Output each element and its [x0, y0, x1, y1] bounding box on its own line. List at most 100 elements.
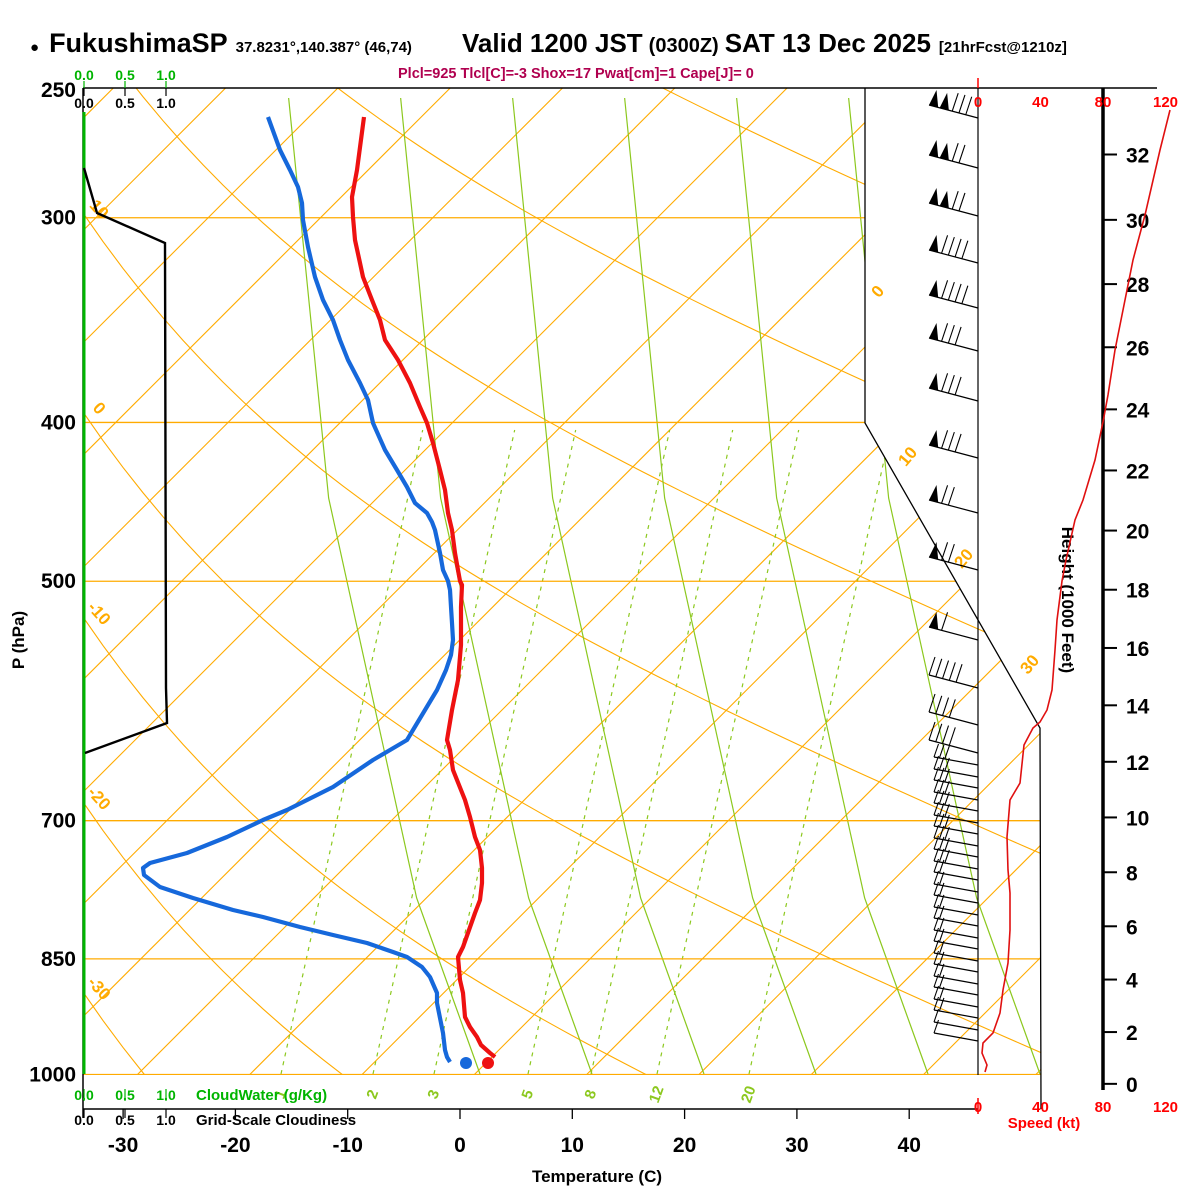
- barb-staff: [933, 917, 979, 927]
- barb-feather: [938, 894, 945, 909]
- wind-barb: [933, 881, 979, 904]
- barb-feather: [955, 664, 963, 683]
- height-tick-label: 8: [1126, 862, 1138, 885]
- wind-barb: [928, 90, 979, 119]
- wind-barb: [928, 430, 979, 459]
- height-tick-label: 18: [1126, 580, 1150, 603]
- barb-feather: [954, 238, 962, 258]
- barb-feather: [958, 144, 966, 164]
- barb-feather: [933, 973, 940, 988]
- cloudiness-scale-label-top: 1.0: [156, 95, 176, 111]
- moist-adiabat-line: [624, 97, 817, 1075]
- barb-staff: [933, 894, 979, 904]
- barb-feather: [933, 789, 940, 804]
- barb-feather: [933, 755, 940, 770]
- barb-feather: [933, 927, 940, 942]
- dry-adiabat-line: [83, 616, 1041, 1075]
- barb-staff: [933, 791, 979, 801]
- dry-adiabat-line: [83, 1185, 1083, 1200]
- dry-adiabat-line: [83, 88, 1041, 676]
- mixing-ratio-label: 20: [738, 1084, 760, 1105]
- barb-feather: [938, 871, 945, 886]
- pressure-tick-label: 400: [41, 411, 76, 434]
- isotherm-line: [361, 88, 1041, 1075]
- barb-pennant: [929, 140, 939, 158]
- barb-staff: [933, 837, 979, 847]
- height-tick-label: 20: [1126, 521, 1149, 544]
- temp-tick-label: 40: [898, 1134, 921, 1157]
- barb-feather: [933, 824, 940, 839]
- barb-feather: [933, 858, 940, 873]
- mixing-ratio-label: 3: [424, 1088, 443, 1102]
- pressure-tick-label: 300: [41, 207, 76, 230]
- speed-tick-label-bottom: 120: [1153, 1099, 1178, 1116]
- wind-barb: [933, 824, 979, 847]
- barb-pennant: [929, 373, 939, 391]
- barb-staff: [928, 739, 979, 754]
- barb-feather: [944, 803, 950, 818]
- barb-feather: [933, 904, 940, 919]
- isotherm-line: [585, 88, 1041, 1075]
- isotherm-line: [83, 88, 679, 1075]
- barb-feather: [928, 656, 936, 676]
- moist-adiabat-line: [512, 97, 705, 1075]
- barb-feather: [935, 723, 943, 742]
- barb-staff: [933, 860, 979, 870]
- surface-dewpoint-dot: [460, 1057, 472, 1069]
- barb-feather: [933, 939, 940, 954]
- barb-feather: [944, 780, 950, 795]
- isotherm-line: [83, 88, 342, 1075]
- valid-time-title: Valid 1200 JST (0300Z) SAT 13 Dec 2025 […: [462, 28, 1067, 59]
- height-axis-title: Height (1000 Feet): [1058, 527, 1077, 673]
- moist-adiabat-line: [736, 97, 929, 1075]
- barb-staff: [928, 674, 979, 689]
- barb-feather: [933, 916, 940, 931]
- isotherm-line: [83, 88, 791, 1075]
- barb-feather: [961, 285, 969, 304]
- barb-staff: [933, 952, 979, 962]
- barb-feather: [928, 693, 936, 713]
- barb-staff: [933, 756, 979, 766]
- speed-tick-label-top: 0: [974, 94, 982, 111]
- barb-feather: [933, 847, 940, 862]
- height-tick-label: 12: [1126, 752, 1149, 775]
- barb-feather: [941, 485, 949, 504]
- barb-staff: [933, 848, 979, 858]
- cloudiness-scale-label-top: 0.0: [74, 95, 94, 111]
- barb-feather: [942, 725, 950, 744]
- mixing-ratio-label: 8: [581, 1088, 600, 1102]
- barb-feather: [944, 849, 950, 864]
- height-tick-label: 28: [1126, 274, 1150, 297]
- wind-barb: [933, 904, 979, 927]
- barb-staff: [933, 998, 979, 1008]
- cloudiness-axis-title: Grid-Scale Cloudiness: [196, 1112, 356, 1129]
- barb-feather: [935, 658, 943, 677]
- barb-feather: [944, 768, 950, 783]
- height-tick-label: 24: [1126, 399, 1150, 422]
- barb-staff: [933, 986, 979, 996]
- speed-tick-label-top: 80: [1095, 94, 1112, 111]
- temp-tick-label: 10: [561, 1134, 584, 1157]
- barb-feather: [938, 963, 945, 978]
- cloudwater-scale-label-top: 0.0: [74, 67, 94, 83]
- barb-staff: [933, 1021, 979, 1031]
- barb-staff: [933, 940, 979, 950]
- barb-staff: [928, 499, 979, 514]
- height-tick-label: 22: [1126, 460, 1149, 483]
- pressure-tick-label: 500: [41, 570, 76, 593]
- wind-barb: [933, 835, 979, 858]
- barb-feather: [933, 870, 940, 885]
- mixing-ratio-line: [590, 429, 734, 1075]
- pressure-tick-label: 1000: [29, 1063, 76, 1086]
- wind-barb: [933, 755, 979, 778]
- dewpoint-curve: [140, 116, 456, 1064]
- barb-feather: [933, 881, 940, 896]
- barb-staff: [933, 814, 979, 824]
- barb-feather: [938, 767, 945, 782]
- isotherm-line: [810, 88, 1041, 1075]
- barb-feather: [941, 542, 949, 561]
- height-tick-label: 30: [1126, 210, 1149, 233]
- barb-feather: [941, 373, 949, 392]
- wind-barb: [933, 801, 979, 824]
- wind-barb: [928, 612, 979, 641]
